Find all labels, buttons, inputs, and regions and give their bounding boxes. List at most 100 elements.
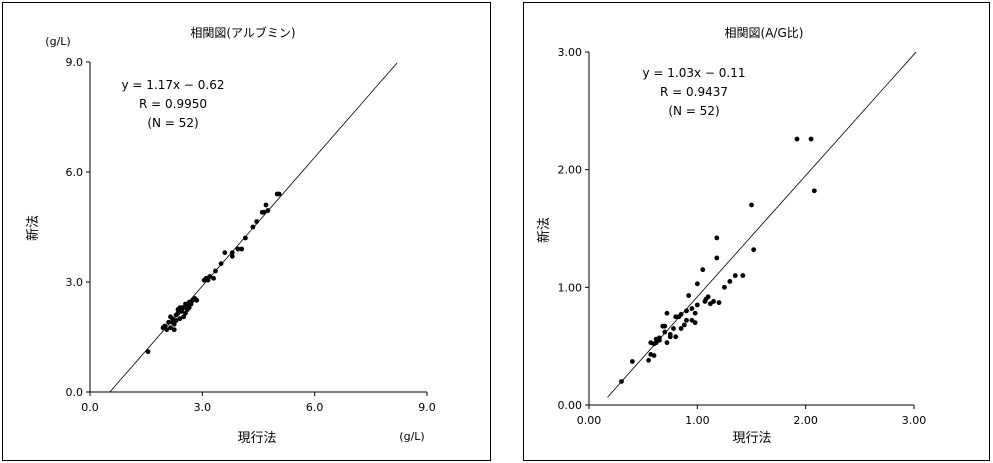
data-point xyxy=(689,317,695,323)
x-tick-label: 0.0 xyxy=(81,401,99,414)
data-point xyxy=(664,340,670,346)
x-axis-label: 現行法 xyxy=(237,431,276,446)
data-point xyxy=(183,301,188,307)
data-point xyxy=(671,326,676,331)
y-tick-label: 9.0 xyxy=(66,56,84,69)
data-point xyxy=(222,250,228,256)
data-point xyxy=(175,310,181,316)
y-tick-label: 0.00 xyxy=(558,399,583,412)
data-point xyxy=(205,277,211,283)
data-point xyxy=(177,316,183,322)
data-point xyxy=(239,246,245,252)
data-point xyxy=(678,326,684,331)
regression-annotation: y = 1.17x − 0.62 xyxy=(121,78,224,92)
data-point xyxy=(183,310,188,316)
data-point xyxy=(276,191,282,197)
data-point xyxy=(261,209,267,215)
x-tick-label: 6.0 xyxy=(306,401,324,414)
data-point xyxy=(751,247,757,253)
data-point xyxy=(749,202,754,208)
y-unit-label: (g/L) xyxy=(45,35,70,48)
data-point xyxy=(207,274,213,279)
data-point xyxy=(714,235,720,241)
data-point xyxy=(662,323,668,329)
regression-annotation: y = 1.03x − 0.11 xyxy=(642,66,745,80)
data-point xyxy=(716,300,722,306)
data-point xyxy=(740,273,746,278)
data-point xyxy=(673,334,679,340)
data-point xyxy=(808,136,814,142)
data-point xyxy=(794,136,800,142)
data-point xyxy=(235,246,241,252)
x-tick-label: 1.00 xyxy=(685,414,710,427)
data-point xyxy=(684,308,689,314)
data-point xyxy=(651,353,657,358)
data-point xyxy=(177,305,183,311)
data-point xyxy=(229,253,235,259)
data-point xyxy=(646,357,651,363)
data-point xyxy=(179,308,185,314)
regression-annotation: (N = 52) xyxy=(147,116,198,130)
data-point xyxy=(662,329,668,335)
regression-annotation: R = 0.9950 xyxy=(139,97,207,111)
x-tick-label: 9.0 xyxy=(418,401,436,414)
chart-title: 相関図(アルブミン) xyxy=(190,25,295,40)
data-point xyxy=(166,319,172,325)
data-point xyxy=(689,306,695,311)
data-point xyxy=(694,302,700,308)
data-point xyxy=(211,275,216,281)
data-point xyxy=(619,379,624,384)
y-axis-label: 新法 xyxy=(536,217,552,243)
y-tick-label: 0.0 xyxy=(66,386,84,399)
data-point xyxy=(194,297,200,303)
data-point xyxy=(186,305,192,311)
x-unit-label: (g/L) xyxy=(399,430,424,443)
data-point xyxy=(168,314,173,320)
data-point xyxy=(145,349,151,355)
x-tick-label: 3.00 xyxy=(902,414,927,427)
data-point xyxy=(164,327,170,333)
y-axis-label: 新法 xyxy=(25,215,41,241)
data-point xyxy=(692,310,698,316)
data-point xyxy=(686,293,692,298)
data-point xyxy=(265,208,271,213)
regression-annotation: (N = 52) xyxy=(668,104,719,118)
x-axis-label: 現行法 xyxy=(732,431,771,446)
y-tick-label: 3.00 xyxy=(558,46,583,59)
data-point xyxy=(664,310,670,316)
data-point xyxy=(250,224,256,230)
y-tick-label: 2.00 xyxy=(558,164,583,177)
x-tick-label: 3.0 xyxy=(194,401,212,414)
albumin-scatter-chart: 0.0 3.0 6.0 9.0 0.0 3.0 6.0 9.0 相関図(アルブミン) 現行法 新法 (… xyxy=(25,25,436,446)
data-point xyxy=(694,281,700,287)
data-point xyxy=(703,296,709,302)
data-point xyxy=(229,250,235,256)
data-point xyxy=(711,299,716,304)
data-point xyxy=(181,305,187,311)
y-tick-label: 1.00 xyxy=(558,281,583,294)
data-point xyxy=(173,318,179,323)
y-tick-label: 6.0 xyxy=(66,166,84,179)
data-point xyxy=(722,284,727,290)
data-point xyxy=(242,235,248,241)
data-point xyxy=(653,340,659,346)
albumin-chart-panel: 0.0 3.0 6.0 9.0 0.0 3.0 6.0 9.0 相関図(アルブミン) 現行法 新法 (… xyxy=(2,2,491,461)
data-point xyxy=(811,188,817,194)
data-point xyxy=(213,268,218,274)
y-tick-label: 3.0 xyxy=(66,276,84,289)
data-point xyxy=(714,255,720,261)
data-point xyxy=(684,317,689,323)
data-point xyxy=(181,314,187,320)
data-point xyxy=(700,267,706,273)
x-tick-label: 2.00 xyxy=(793,414,818,427)
data-point xyxy=(667,332,673,337)
x-tick-label: 0.00 xyxy=(577,414,602,427)
data-point xyxy=(171,327,177,333)
regression-annotation: R = 0.9437 xyxy=(660,85,728,99)
data-point xyxy=(681,322,687,328)
data-point xyxy=(169,319,175,325)
data-point xyxy=(188,301,194,307)
data-point xyxy=(727,279,733,284)
data-point xyxy=(629,359,635,364)
data-point xyxy=(263,202,269,208)
